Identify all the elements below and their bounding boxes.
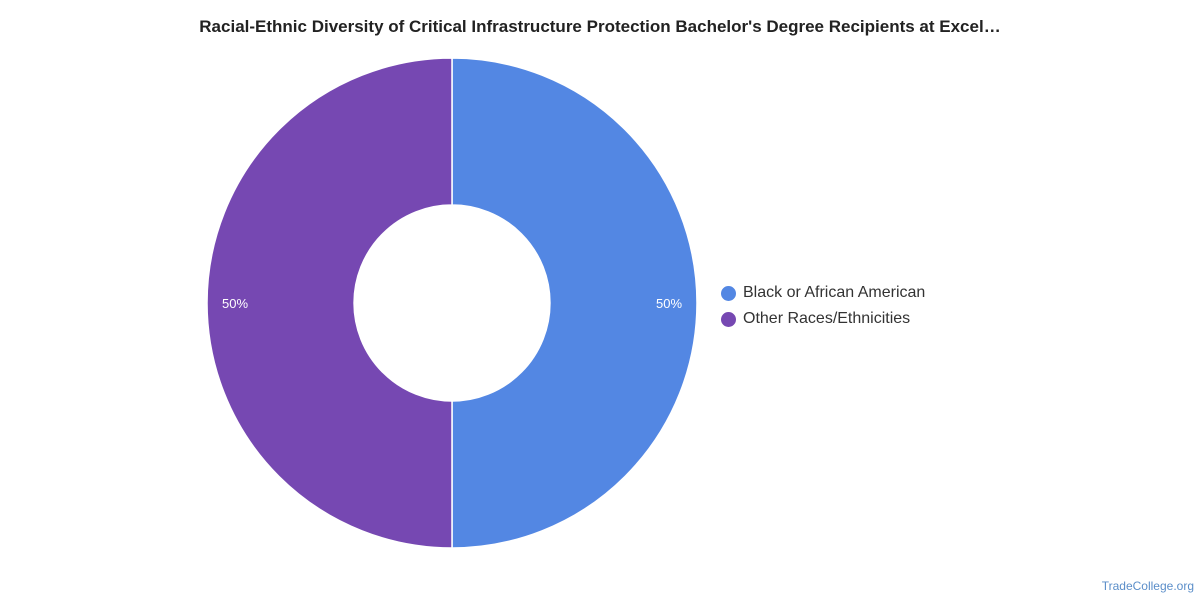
legend: Black or African American Other Races/Et… bbox=[721, 280, 925, 332]
legend-item-black-or-african-american[interactable]: Black or African American bbox=[721, 280, 925, 306]
donut-slice-other-races-ethnicities[interactable] bbox=[206, 57, 453, 549]
data-label: 50% bbox=[222, 296, 248, 311]
donut-slice-black-or-african-american[interactable] bbox=[451, 57, 698, 549]
data-label: 50% bbox=[656, 296, 682, 311]
source-credit[interactable]: TradeCollege.org bbox=[1101, 579, 1194, 593]
legend-label: Other Races/Ethnicities bbox=[743, 310, 911, 327]
legend-item-other-races-ethnicities[interactable]: Other Races/Ethnicities bbox=[721, 306, 925, 332]
chart-title: Racial-Ethnic Diversity of Critical Infr… bbox=[199, 17, 1001, 36]
legend-label: Black or African American bbox=[743, 284, 926, 301]
legend-swatch bbox=[721, 311, 736, 327]
legend-swatch bbox=[721, 285, 736, 301]
